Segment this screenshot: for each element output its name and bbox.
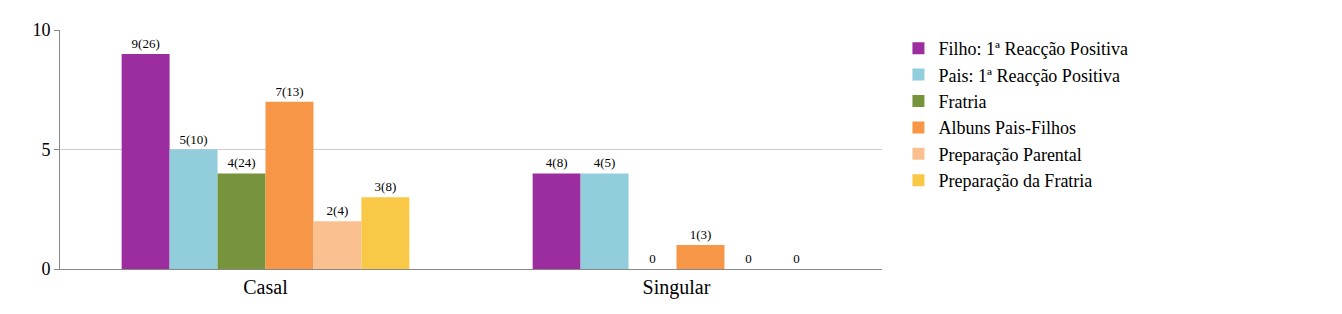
svg-text:9(26): 9(26) bbox=[132, 36, 160, 51]
svg-text:Pais: 1ª Reacção Positiva: Pais: 1ª Reacção Positiva bbox=[938, 66, 1119, 86]
svg-text:Fratria: Fratria bbox=[938, 92, 986, 112]
svg-text:10: 10 bbox=[32, 20, 50, 40]
svg-text:0: 0 bbox=[41, 259, 50, 279]
svg-text:4(8): 4(8) bbox=[546, 155, 568, 170]
svg-text:4(24): 4(24) bbox=[227, 155, 255, 170]
svg-text:7(13): 7(13) bbox=[275, 84, 303, 99]
svg-text:Preparação Parental: Preparação Parental bbox=[938, 145, 1081, 165]
svg-text:5: 5 bbox=[41, 140, 50, 160]
svg-text:Albuns Pais-Filhos: Albuns Pais-Filhos bbox=[938, 118, 1076, 138]
svg-text:0: 0 bbox=[649, 251, 656, 266]
svg-text:Filho: 1ª Reacção Positiva: Filho: 1ª Reacção Positiva bbox=[938, 39, 1127, 59]
svg-text:0: 0 bbox=[793, 251, 800, 266]
svg-text:5(10): 5(10) bbox=[179, 132, 207, 147]
svg-text:Singular: Singular bbox=[643, 276, 711, 299]
svg-text:0: 0 bbox=[745, 251, 752, 266]
svg-text:Preparação da Fratria: Preparação da Fratria bbox=[938, 171, 1092, 191]
svg-text:3(8): 3(8) bbox=[375, 179, 397, 194]
svg-text:4(5): 4(5) bbox=[594, 155, 616, 170]
svg-text:Casal: Casal bbox=[243, 276, 288, 298]
svg-text:1(3): 1(3) bbox=[690, 227, 712, 242]
svg-text:2(4): 2(4) bbox=[327, 203, 349, 218]
